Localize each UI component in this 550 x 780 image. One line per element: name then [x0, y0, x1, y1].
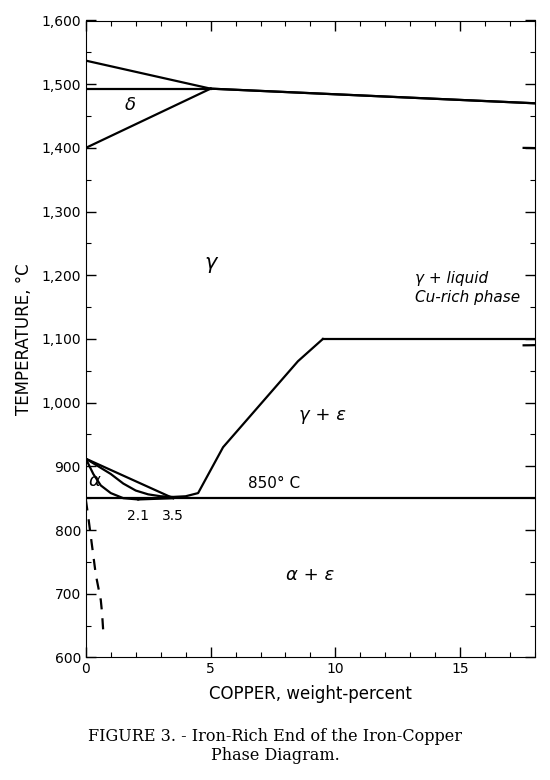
Text: FIGURE 3. - Iron-Rich End of the Iron-Copper
Phase Diagram.: FIGURE 3. - Iron-Rich End of the Iron-Co…: [88, 728, 462, 764]
Text: α + ε: α + ε: [287, 566, 334, 583]
Text: 850° C: 850° C: [248, 476, 300, 491]
Text: 3.5: 3.5: [162, 509, 184, 523]
Text: α: α: [89, 472, 101, 490]
Text: γ + ε: γ + ε: [299, 406, 346, 424]
Text: 2.1: 2.1: [127, 509, 149, 523]
Text: δ: δ: [125, 96, 136, 114]
Text: γ: γ: [205, 253, 217, 272]
Text: Cu-rich phase: Cu-rich phase: [415, 290, 520, 305]
Text: γ + liquid: γ + liquid: [415, 271, 488, 286]
Y-axis label: TEMPERATURE, °C: TEMPERATURE, °C: [15, 263, 33, 415]
X-axis label: COPPER, weight-percent: COPPER, weight-percent: [209, 685, 412, 703]
